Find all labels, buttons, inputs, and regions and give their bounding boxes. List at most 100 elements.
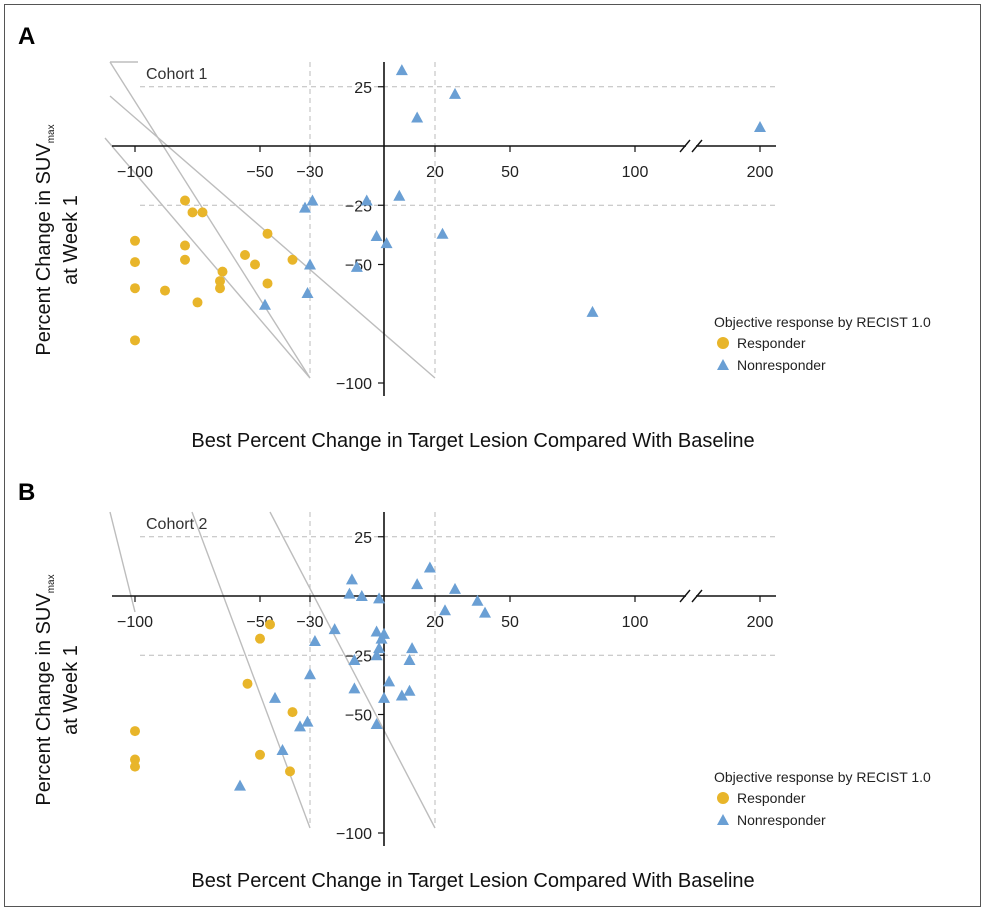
axis-break-mark-b: [679, 589, 691, 603]
x-tick-label-a: 20: [426, 164, 444, 181]
data-point-responder-b: [242, 678, 253, 689]
data-point-nonresponder-b: [375, 632, 388, 644]
axis-break-mark-b: [691, 589, 703, 603]
legend-label-responder-a: Responder: [737, 335, 806, 351]
data-point-responder-b: [130, 761, 140, 772]
data-point-responder-a: [217, 266, 228, 277]
data-point-responder-a: [250, 259, 260, 270]
data-point-responder-a: [187, 207, 198, 218]
data-point-nonresponder-a: [259, 298, 271, 310]
data-point-nonresponder-a: [304, 258, 316, 270]
data-point-nonresponder-b: [370, 625, 383, 637]
data-point-nonresponder-b: [479, 606, 491, 618]
data-point-nonresponder-b: [449, 582, 461, 594]
x-tick-label-a: 100: [622, 164, 649, 181]
data-point-responder-b: [285, 766, 295, 777]
data-point-nonresponder-a: [350, 260, 363, 272]
y-tick-label-b: −50: [345, 708, 372, 725]
data-point-nonresponder-b: [406, 642, 419, 654]
data-point-nonresponder-a: [299, 201, 311, 213]
data-point-responder-b: [130, 726, 140, 737]
data-point-nonresponder-a: [301, 286, 314, 298]
data-point-nonresponder-b: [370, 649, 383, 661]
data-point-nonresponder-b: [395, 689, 408, 701]
data-point-nonresponder-a: [393, 189, 406, 201]
x-tick-label-a: −50: [246, 164, 273, 181]
data-point-nonresponder-a: [436, 227, 449, 239]
legend-label-nonresponder-b: Nonresponder: [737, 812, 826, 828]
data-point-nonresponder-b: [308, 635, 321, 647]
data-point-responder-a: [130, 235, 140, 246]
x-tick-label-b: −30: [296, 614, 323, 631]
data-point-nonresponder-a: [586, 305, 599, 317]
svg-text:Percent Change in SUVmax: Percent Change in SUVmax: [33, 574, 57, 805]
data-point-responder-a: [130, 283, 140, 294]
y-axis-label-b-sub: max: [46, 574, 57, 593]
data-point-responder-b: [130, 754, 140, 765]
data-point-nonresponder-b: [348, 682, 361, 694]
y-tick-label-a: −100: [336, 376, 372, 393]
legend-b: Objective response by RECIST 1.0 Respond…: [714, 769, 931, 828]
data-point-nonresponder-b: [355, 590, 368, 601]
data-point-nonresponder-a: [380, 237, 393, 249]
data-point-nonresponder-a: [370, 230, 383, 242]
data-point-nonresponder-b: [304, 668, 316, 680]
data-point-responder-a: [215, 283, 225, 294]
data-point-responder-a: [180, 254, 190, 265]
y-axis-label-b-line1: Percent Change in SUV: [33, 593, 55, 806]
diagonal-guide-line-b: [269, 511, 436, 829]
data-point-nonresponder-a: [411, 111, 424, 123]
data-point-responder-a: [262, 278, 273, 289]
y-tick-label-b: −100: [336, 826, 372, 843]
data-point-nonresponder-a: [449, 87, 461, 99]
data-point-nonresponder-a: [395, 64, 408, 76]
data-point-responder-a: [215, 276, 225, 287]
data-point-nonresponder-b: [383, 675, 396, 687]
panel-b: B Cohort 2 Percent Change in SUVmax at W…: [18, 479, 931, 892]
data-point-nonresponder-b: [370, 717, 383, 729]
x-tick-label-a: 200: [747, 164, 774, 181]
y-tick-label-a: 25: [354, 80, 372, 97]
figure-frame: [4, 4, 981, 907]
diagonal-guide-line-a: [104, 137, 311, 379]
x-tick-label-a: −100: [117, 164, 153, 181]
data-point-responder-a: [287, 254, 298, 265]
legend-label-responder-b: Responder: [737, 790, 806, 806]
y-axis-label-a-sub: max: [46, 124, 57, 143]
data-point-nonresponder-b: [343, 587, 356, 599]
legend-marker-responder-b: [717, 792, 729, 804]
x-tick-label-b: 20: [426, 614, 444, 631]
data-point-responder-b: [287, 707, 298, 718]
diagonal-guide-line-b: [191, 511, 311, 829]
data-point-nonresponder-b: [378, 691, 390, 703]
panel-a: A Cohort 1 Percent Change in SUVmax at W…: [18, 23, 931, 452]
y-axis-label-b-line2: at Week 1: [60, 645, 82, 735]
diagonal-guide-line-a: [109, 95, 436, 379]
svg-text:Percent Change in SUVmax: Percent Change in SUVmax: [33, 124, 57, 355]
legend-marker-nonresponder-b: [717, 814, 729, 825]
legend-a: Objective response by RECIST 1.0 Respond…: [714, 314, 931, 373]
data-point-nonresponder-a: [754, 121, 766, 133]
data-point-nonresponder-b: [301, 715, 314, 727]
axis-break-mark-a: [691, 139, 703, 153]
data-point-nonresponder-b: [234, 779, 246, 791]
x-tick-label-a: −30: [296, 164, 323, 181]
data-point-nonresponder-b: [294, 720, 306, 732]
x-tick-label-b: −100: [117, 614, 153, 631]
data-point-nonresponder-b: [276, 744, 289, 756]
legend-title-a: Objective response by RECIST 1.0: [714, 314, 931, 330]
data-point-responder-a: [180, 240, 190, 251]
data-point-nonresponder-a: [360, 194, 373, 206]
x-tick-label-a: 50: [501, 164, 519, 181]
x-tick-label-b: 200: [747, 614, 774, 631]
data-point-responder-a: [192, 297, 203, 308]
legend-marker-nonresponder-a: [717, 359, 729, 370]
data-point-nonresponder-b: [345, 573, 358, 585]
data-point-nonresponder-b: [348, 653, 361, 665]
data-point-responder-b: [255, 633, 265, 644]
x-tick-label-b: 50: [501, 614, 519, 631]
diagonal-guide-line-a: [109, 61, 311, 379]
